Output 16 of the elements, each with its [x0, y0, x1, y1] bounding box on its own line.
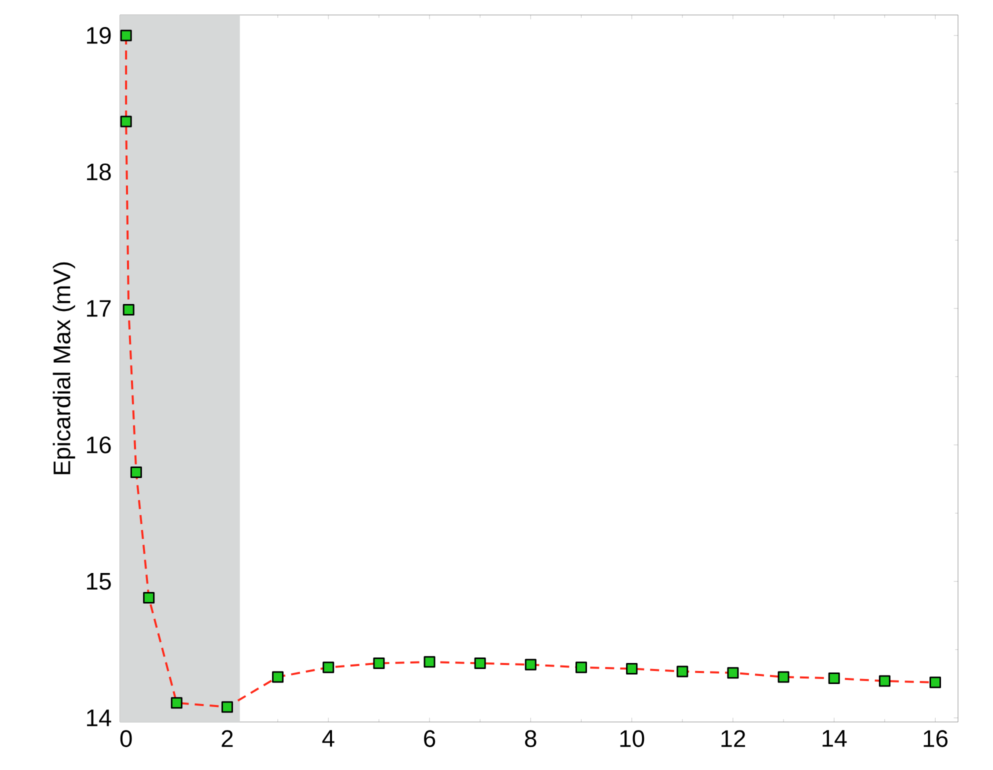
- y-tick-label: 16: [87, 436, 111, 454]
- y-tick-label: 17: [87, 300, 111, 317]
- x-tick-label: 16: [924, 730, 948, 748]
- x-tick-label: 8: [525, 730, 536, 748]
- y-tick-label: 15: [87, 573, 111, 590]
- x-tick-label: 10: [620, 730, 644, 748]
- x-tick-label: 12: [721, 730, 746, 747]
- y-tick-label: 19: [87, 27, 111, 44]
- y-tick-label: 18: [87, 163, 111, 180]
- x-tick-label: 6: [424, 730, 436, 748]
- x-tick-label: 4: [322, 730, 334, 747]
- y-tick-label: 14: [87, 710, 112, 726]
- x-tick-label: 0: [120, 730, 132, 748]
- y-axis-title: Epicardial Max (mV): [52, 262, 76, 474]
- x-tick-label: 14: [822, 730, 847, 747]
- x-tick-label: 2: [222, 730, 233, 747]
